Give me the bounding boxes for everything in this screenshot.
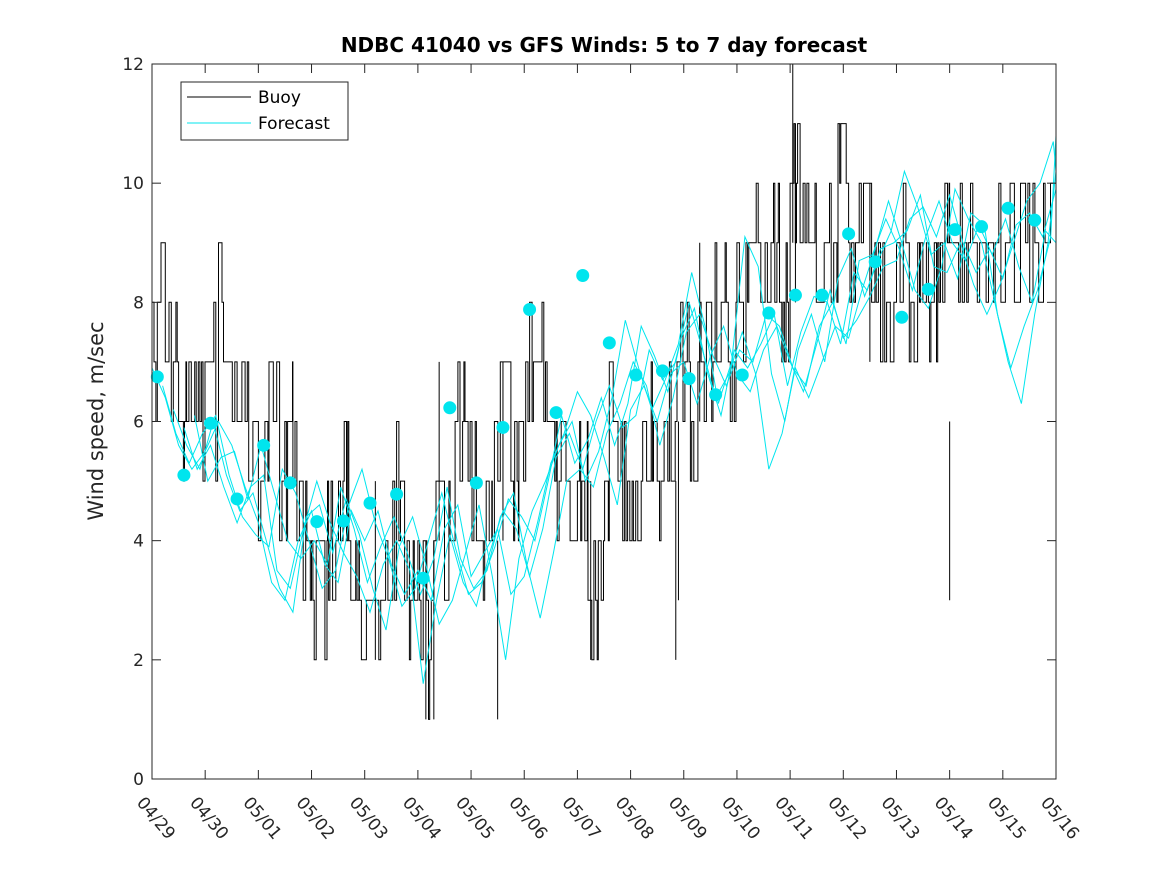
x-tick-label: 05/15 — [983, 793, 1030, 843]
y-tick-label: 10 — [122, 174, 144, 194]
x-tick-label: 04/29 — [132, 793, 179, 843]
buoy-line — [151, 123, 1056, 720]
forecast-marker — [602, 336, 616, 350]
forecast-marker — [948, 223, 962, 237]
y-axis: 0 2 4 6 8 10 12 — [122, 55, 1056, 790]
forecast-marker — [549, 406, 563, 420]
legend-forecast-label: Forecast — [258, 114, 330, 134]
x-tick-label: 05/10 — [717, 793, 764, 843]
forecast-marker — [895, 310, 909, 324]
forecast-marker — [496, 420, 510, 434]
forecast-series-group — [151, 93, 1057, 684]
forecast-line-4 — [183, 171, 1057, 684]
forecast-marker — [1001, 201, 1015, 215]
forecast-marker — [469, 476, 483, 490]
legend: Buoy Forecast — [180, 81, 349, 141]
x-tick-label: 05/09 — [664, 793, 711, 843]
forecast-marker — [788, 288, 802, 302]
x-tick-label: 05/12 — [823, 793, 870, 843]
forecast-marker — [975, 220, 989, 234]
forecast-line-3 — [172, 93, 1057, 660]
forecast-marker — [416, 571, 430, 585]
forecast-marker — [629, 368, 643, 382]
y-tick-label: 8 — [133, 293, 144, 313]
y-tick-label: 0 — [133, 770, 144, 790]
forecast-marker — [443, 401, 457, 415]
forecast-marker — [921, 282, 935, 296]
forecast-marker — [682, 372, 696, 386]
forecast-marker — [1028, 213, 1042, 227]
forecast-marker — [177, 468, 191, 482]
forecast-marker — [709, 388, 723, 402]
x-tick-label: 05/13 — [877, 793, 924, 843]
forecast-marker — [310, 515, 324, 529]
forecast-marker — [523, 302, 537, 316]
forecast-marker — [390, 487, 404, 501]
forecast-marker — [230, 492, 244, 506]
y-axis-label: Wind speed, m/sec — [84, 321, 108, 520]
forecast-markers — [150, 201, 1042, 585]
forecast-marker — [735, 368, 749, 382]
forecast-marker — [363, 496, 377, 510]
forecast-marker — [762, 306, 776, 320]
x-tick-label: 05/03 — [345, 793, 392, 843]
y-tick-label: 12 — [122, 55, 144, 75]
x-tick-label: 05/07 — [558, 793, 605, 843]
x-tick-label: 04/30 — [185, 793, 232, 843]
y-tick-label: 2 — [133, 651, 144, 671]
x-tick-label: 05/14 — [930, 793, 977, 843]
forecast-marker — [576, 269, 590, 283]
x-tick-label: 05/16 — [1036, 793, 1083, 843]
x-tick-label: 05/11 — [770, 793, 817, 843]
x-tick-label: 05/05 — [451, 793, 498, 843]
chart-title: NDBC 41040 vs GFS Winds: 5 to 7 day fore… — [341, 33, 868, 57]
x-tick-label: 05/04 — [398, 793, 445, 843]
forecast-marker — [336, 514, 350, 528]
forecast-marker — [815, 288, 829, 302]
forecast-marker — [203, 416, 217, 430]
x-tick-label: 05/02 — [292, 793, 339, 843]
x-tick-label: 05/01 — [239, 793, 286, 843]
forecast-line-5 — [194, 147, 1057, 619]
forecast-marker — [868, 255, 882, 269]
legend-box — [180, 81, 349, 141]
forecast-marker — [655, 364, 669, 378]
y-tick-label: 4 — [133, 532, 144, 552]
x-tick-label: 05/06 — [504, 793, 551, 843]
legend-buoy-label: Buoy — [258, 88, 301, 108]
forecast-marker — [150, 370, 164, 384]
forecast-marker — [842, 227, 856, 241]
forecast-marker — [283, 476, 297, 490]
forecast-marker — [257, 438, 271, 452]
y-tick-label: 6 — [133, 413, 144, 433]
x-tick-label: 05/08 — [611, 793, 658, 843]
